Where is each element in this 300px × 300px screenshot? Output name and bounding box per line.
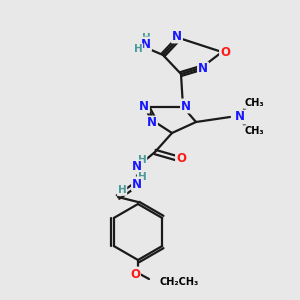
Text: O: O	[130, 268, 140, 281]
Text: N: N	[147, 116, 157, 130]
Text: CH₃: CH₃	[244, 98, 264, 108]
Text: O: O	[220, 46, 230, 59]
Text: N: N	[235, 110, 245, 124]
Text: N: N	[172, 29, 182, 43]
Text: N: N	[198, 62, 208, 76]
Text: N: N	[139, 100, 149, 112]
Text: N: N	[132, 160, 142, 173]
Text: H: H	[138, 155, 146, 165]
Text: H: H	[134, 44, 142, 54]
Text: CH₂CH₃: CH₂CH₃	[160, 277, 199, 287]
Text: H: H	[118, 185, 126, 195]
Text: N: N	[141, 38, 151, 50]
Text: N: N	[181, 100, 191, 112]
Text: H: H	[142, 33, 150, 43]
Text: N: N	[132, 178, 142, 190]
Text: H: H	[138, 172, 146, 182]
Text: O: O	[176, 152, 186, 164]
Text: CH₃: CH₃	[244, 126, 264, 136]
